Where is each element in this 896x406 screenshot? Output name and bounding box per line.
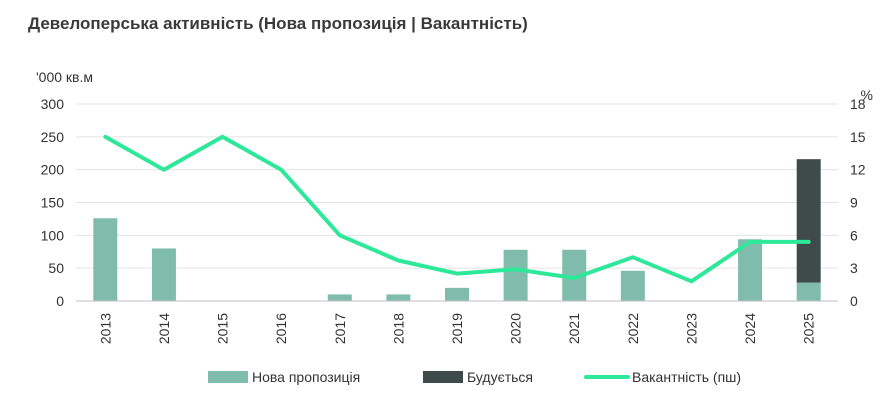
x-tick-label: 2021 xyxy=(566,313,582,344)
y-tick-label-right: 6 xyxy=(850,227,858,243)
bar-new-supply xyxy=(796,282,821,301)
x-tick-label: 2014 xyxy=(156,313,172,344)
x-tick-label: 2023 xyxy=(683,313,699,344)
y-tick-label-left: 200 xyxy=(41,162,65,178)
legend-swatch xyxy=(423,371,463,383)
legend-item-vacancy: Вакантність (пш) xyxy=(584,369,741,385)
y-axis-left-unit: '000 кв.м xyxy=(36,69,93,85)
y-tick-label-right: 9 xyxy=(850,195,858,211)
legend-item-under-construction: Будується xyxy=(423,369,533,385)
bar-new-supply xyxy=(327,294,352,301)
chart-title: Девелоперська активність (Нова пропозиці… xyxy=(28,14,528,33)
y-tick-label-left: 150 xyxy=(41,195,65,211)
y-tick-label-left: 300 xyxy=(41,96,65,112)
x-axis: 2013 2014 2015 2016 2017 2018 2019 2020 2021 2022… xyxy=(97,313,816,344)
x-tick-label: 2020 xyxy=(508,313,524,344)
bar-new-supply xyxy=(93,218,118,301)
y-axis-right: 0 3 6 9 12 15 18 xyxy=(850,96,866,309)
legend: Нова пропозиція Будується Вакантність (пш) xyxy=(208,369,741,385)
x-tick-label: 2013 xyxy=(97,313,113,344)
y-tick-label-right: 18 xyxy=(850,96,866,112)
y-axis-right-unit: % xyxy=(861,87,873,103)
x-tick-label: 2017 xyxy=(332,313,348,344)
y-tick-label-left: 0 xyxy=(56,293,64,309)
vacancy-line-layer xyxy=(103,134,811,284)
legend-swatch xyxy=(208,371,248,383)
y-tick-label-left: 50 xyxy=(48,260,64,276)
y-tick-label-right: 3 xyxy=(850,260,858,276)
x-tick-label: 2016 xyxy=(273,313,289,344)
bars xyxy=(93,159,821,301)
legend-label: Нова пропозиція xyxy=(252,369,360,385)
gridlines xyxy=(76,103,838,269)
x-tick-label: 2022 xyxy=(625,313,641,344)
legend-label: Вакантність (пш) xyxy=(632,369,741,385)
legend-label: Будується xyxy=(467,369,533,385)
vacancy-line xyxy=(103,134,811,284)
bar-new-supply xyxy=(386,294,411,301)
bar-new-supply xyxy=(620,270,645,301)
x-tick-label: 2015 xyxy=(215,313,231,344)
bar-new-supply xyxy=(151,248,176,301)
bar-new-supply xyxy=(503,249,528,301)
y-tick-label-left: 250 xyxy=(41,129,65,145)
legend-item-new-supply: Нова пропозиція xyxy=(208,369,360,385)
x-tick-label: 2024 xyxy=(742,313,758,344)
bar-under-construction xyxy=(796,159,821,283)
x-tick-label: 2018 xyxy=(390,313,406,344)
x-tick-label: 2019 xyxy=(449,313,465,344)
y-axis-left: 0 50 100 150 200 250 300 xyxy=(41,96,65,309)
x-tick-label: 2025 xyxy=(801,313,817,344)
y-tick-label-left: 100 xyxy=(41,227,65,243)
bar-new-supply xyxy=(445,287,469,301)
y-tick-label-right: 0 xyxy=(850,293,858,309)
y-tick-label-right: 12 xyxy=(850,162,866,178)
y-tick-label-right: 15 xyxy=(850,129,866,145)
